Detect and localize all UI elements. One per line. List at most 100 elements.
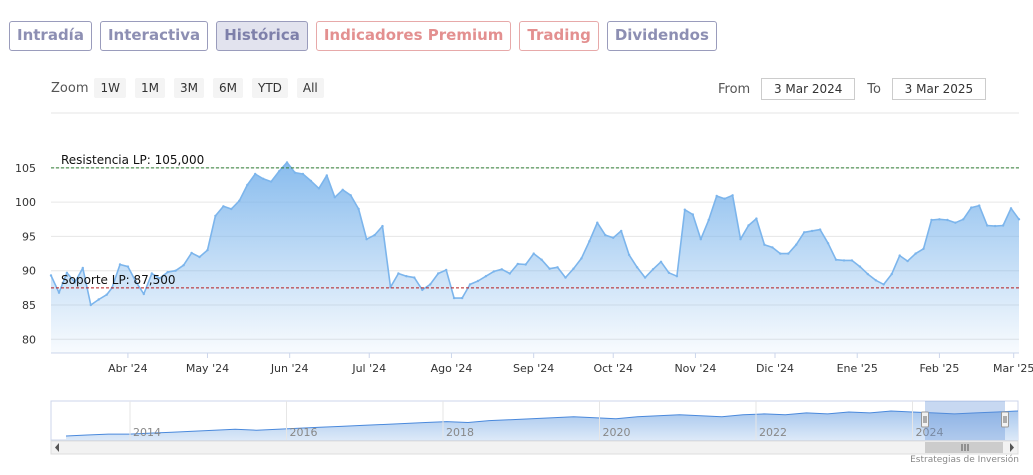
data-point[interactable] (651, 268, 655, 271)
data-point[interactable] (842, 259, 846, 262)
data-point[interactable] (850, 259, 854, 262)
data-point[interactable] (635, 266, 639, 269)
data-point[interactable] (1001, 224, 1005, 227)
data-point[interactable] (978, 204, 981, 207)
data-point[interactable] (105, 293, 108, 296)
data-point[interactable] (683, 208, 686, 211)
data-point[interactable] (620, 229, 623, 233)
data-point[interactable] (309, 179, 313, 183)
data-point[interactable] (993, 224, 997, 228)
zoom-all-button[interactable]: All (296, 78, 324, 98)
data-point[interactable] (65, 271, 69, 274)
data-point[interactable] (524, 263, 527, 266)
data-point[interactable] (922, 247, 925, 250)
zoom-6m-button[interactable]: 6M (212, 78, 243, 98)
zoom-1w-button[interactable]: 1W (94, 78, 126, 98)
data-point[interactable] (97, 298, 100, 301)
data-point[interactable] (476, 279, 480, 283)
data-point[interactable] (73, 281, 77, 284)
data-point[interactable] (1017, 218, 1021, 221)
data-point[interactable] (230, 207, 233, 211)
data-point[interactable] (49, 274, 53, 277)
data-point[interactable] (262, 177, 265, 180)
data-point[interactable] (381, 224, 384, 228)
tab-intradia[interactable]: Intradía (9, 21, 92, 51)
data-point[interactable] (731, 194, 734, 197)
data-point[interactable] (691, 213, 694, 216)
data-point[interactable] (285, 161, 289, 164)
data-point[interactable] (150, 272, 153, 275)
data-point[interactable] (89, 303, 93, 307)
data-point[interactable] (301, 172, 305, 176)
data-point[interactable] (946, 218, 949, 222)
navigator-selection[interactable] (925, 401, 1005, 440)
data-point[interactable] (81, 266, 85, 270)
data-point[interactable] (405, 275, 408, 278)
data-point[interactable] (516, 262, 519, 266)
data-point[interactable] (970, 206, 973, 209)
data-point[interactable] (548, 267, 551, 270)
data-point[interactable] (707, 218, 710, 222)
data-point[interactable] (755, 217, 758, 220)
data-point[interactable] (962, 218, 965, 221)
scroll-right-arrow-icon[interactable] (1010, 443, 1014, 452)
data-point[interactable] (206, 248, 209, 252)
data-point[interactable] (126, 265, 130, 268)
navigator-handle-left[interactable] (921, 411, 929, 428)
data-point[interactable] (277, 170, 281, 173)
from-date-input[interactable]: 3 Mar 2024 (761, 78, 856, 100)
data-point[interactable] (906, 259, 909, 263)
data-point[interactable] (198, 255, 201, 259)
data-point[interactable] (118, 263, 122, 266)
data-point[interactable] (460, 296, 464, 300)
data-point[interactable] (763, 243, 766, 246)
data-point[interactable] (938, 218, 941, 221)
data-point[interactable] (445, 268, 448, 272)
data-point[interactable] (166, 270, 169, 274)
data-point[interactable] (293, 171, 297, 174)
data-point[interactable] (452, 296, 456, 300)
data-point[interactable] (468, 283, 472, 286)
data-point[interactable] (596, 221, 599, 224)
data-point[interactable] (858, 265, 862, 268)
data-point[interactable] (771, 246, 774, 249)
data-point[interactable] (373, 233, 376, 237)
data-point[interactable] (572, 267, 575, 270)
data-point[interactable] (1009, 207, 1013, 210)
data-point[interactable] (214, 214, 217, 218)
data-point[interactable] (787, 252, 790, 255)
data-point[interactable] (675, 275, 679, 278)
data-point[interactable] (349, 194, 352, 197)
data-point[interactable] (667, 271, 671, 274)
data-point[interactable] (627, 253, 631, 257)
data-point[interactable] (333, 196, 336, 199)
scroll-left-arrow-icon[interactable] (55, 443, 59, 452)
data-point[interactable] (254, 172, 257, 176)
tab-dividendos[interactable]: Dividendos (606, 21, 717, 51)
data-point[interactable] (540, 258, 543, 261)
data-point[interactable] (643, 276, 647, 279)
data-point[interactable] (779, 252, 782, 255)
tab-trading[interactable]: Trading (519, 21, 599, 51)
to-date-input[interactable]: 3 Mar 2025 (891, 78, 986, 100)
data-point[interactable] (659, 260, 663, 263)
navigator-handle-right[interactable] (1001, 411, 1009, 428)
data-point[interactable] (826, 242, 830, 245)
data-point[interactable] (190, 251, 193, 255)
data-point[interactable] (803, 231, 806, 234)
data-point[interactable] (182, 264, 185, 267)
tab-historica[interactable]: Histórica (216, 21, 308, 51)
data-point[interactable] (158, 277, 161, 280)
data-point[interactable] (142, 292, 145, 296)
data-point[interactable] (246, 183, 249, 187)
data-point[interactable] (484, 275, 488, 278)
data-point[interactable] (325, 174, 328, 177)
data-point[interactable] (810, 229, 814, 233)
data-point[interactable] (612, 236, 615, 239)
data-point[interactable] (882, 283, 885, 286)
scrollbar-thumb[interactable] (925, 442, 1003, 453)
data-point[interactable] (715, 194, 718, 198)
data-point[interactable] (874, 279, 877, 282)
data-point[interactable] (500, 268, 503, 271)
zoom-ytd-button[interactable]: YTD (251, 78, 288, 98)
